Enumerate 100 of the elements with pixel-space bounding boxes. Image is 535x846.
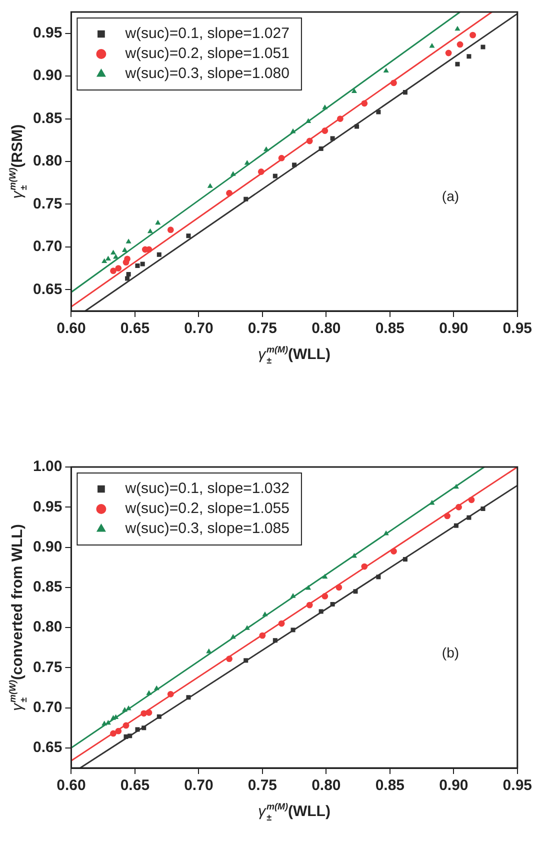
point [292,162,297,168]
y-tick-label: 0.70 [32,238,62,256]
point [278,154,285,162]
point [453,484,459,489]
x-tick-label: 0.90 [439,320,468,338]
y-axis-title: γ±m(W)(converted from WLL) [7,524,28,711]
point [263,146,270,152]
y-tick-label: 0.85 [32,110,62,127]
x-tick-label: 0.70 [184,320,214,338]
x-tick-label: 0.65 [120,777,150,794]
point [322,104,328,110]
point [361,100,368,107]
point [115,265,122,272]
x-tick-label: 0.60 [56,320,86,338]
point [402,90,408,95]
point [244,160,250,165]
point [128,734,132,738]
y-tick-label: 0.90 [32,538,62,556]
point [466,54,472,59]
legend-label: w(suc)=0.1, slope=1.032 [124,480,290,498]
point [376,574,381,580]
point [318,609,324,614]
point [278,620,285,627]
point [230,171,236,176]
point [466,515,472,520]
x-tick-label: 0.80 [312,320,341,338]
point [226,190,232,196]
point [125,276,130,281]
point [306,602,313,608]
point [122,722,130,729]
point [167,226,174,234]
point [259,632,266,639]
point [354,124,360,129]
point [455,62,460,66]
point [126,238,132,244]
y-tick-label: 0.80 [32,618,62,636]
y-tick-label: 0.95 [32,498,62,516]
point [105,256,111,260]
point [156,714,162,719]
y-tick-label: 1.00 [32,458,62,476]
y-tick-label: 0.85 [32,578,62,596]
point [102,720,108,726]
legend-label: w(suc)=0.3, slope=1.080 [124,65,290,82]
point [167,690,174,698]
legend-label: w(suc)=0.3, slope=1.085 [124,520,290,538]
point [272,638,278,643]
point [146,709,152,716]
legend-label: w(suc)=0.1, slope=1.027 [124,25,290,42]
y-tick-label: 0.90 [32,67,62,84]
point [330,136,335,141]
point [124,256,130,262]
point [336,584,342,591]
y-tick-label: 0.80 [32,152,62,170]
point [110,730,116,737]
point [361,563,368,570]
legend-label: w(suc)=0.2, slope=1.051 [124,45,290,62]
point [290,593,296,598]
x-tick-label: 0.80 [312,777,341,794]
point [126,272,131,277]
point [206,648,212,654]
point [142,726,146,730]
point [258,168,264,175]
point [122,707,128,712]
point [244,658,248,663]
y-tick-label: 0.75 [32,658,62,676]
x-tick-label: 0.95 [502,320,532,338]
point [480,506,486,511]
point [230,634,236,639]
x-tick-label: 0.75 [248,320,278,338]
point [110,250,116,255]
point [444,512,450,520]
point [322,574,328,579]
point [156,252,162,257]
point [445,50,452,56]
y-tick-label: 0.65 [32,739,62,756]
point [126,705,132,710]
point [290,628,296,632]
x-tick-label: 0.85 [375,320,405,338]
point [186,234,191,238]
point [383,530,389,536]
x-tick-label: 0.75 [248,777,278,794]
x-tick-label: 0.95 [502,777,532,794]
point [226,656,232,662]
point [330,602,335,607]
point [244,625,250,630]
point [454,523,458,528]
point [110,268,116,274]
point [135,727,140,732]
x-tick-label: 0.85 [375,777,405,794]
point [306,585,312,590]
point [322,593,328,600]
point [322,128,328,134]
legend-label: w(suc)=0.2, slope=1.055 [124,500,290,518]
point [480,44,486,50]
point [456,41,464,48]
y-tick-label: 0.65 [32,280,62,298]
point [290,128,296,134]
point [102,258,108,264]
point [470,32,476,38]
point [154,685,160,690]
